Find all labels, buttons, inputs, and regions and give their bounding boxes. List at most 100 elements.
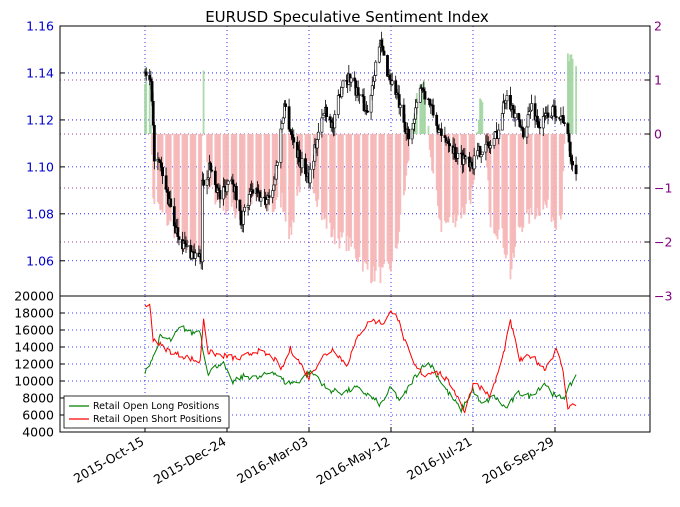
candle-body: [382, 50, 386, 56]
candle-body: [517, 113, 521, 120]
ssi-bar: [522, 134, 525, 228]
ssi-bar: [186, 134, 189, 251]
ssi-bar: [517, 134, 520, 227]
ssi-bar: [238, 134, 241, 220]
ssi-bar: [455, 134, 458, 221]
ssi-bar: [149, 125, 152, 134]
candle-body: [561, 115, 565, 123]
ssi-bar: [281, 134, 283, 193]
ssi-bar: [530, 134, 533, 215]
ssi-bar: [256, 134, 259, 198]
ssi-bar: [233, 134, 235, 212]
ssi-bar: [428, 134, 431, 150]
price-axis: 1.06 1.08 1.10 1.12 1.14 1.16: [26, 19, 65, 268]
ssi-bar: [217, 134, 220, 200]
candle-body: [374, 61, 378, 76]
candle-body: [373, 75, 377, 82]
candle-body: [574, 164, 578, 175]
ssi-bar: [438, 134, 440, 219]
ssi-bar: [181, 134, 184, 252]
legend: Retail Open Long Positions Retail Open S…: [63, 395, 230, 429]
ssi-bar: [397, 134, 399, 244]
ssi-bar: [436, 134, 439, 206]
ssi-bar: [148, 83, 151, 134]
candle-body: [231, 179, 235, 185]
price-tick-label: 1.10: [26, 159, 54, 174]
candle-body: [381, 45, 385, 52]
ssi-bar: [354, 134, 357, 259]
price-tick-label: 1.12: [26, 112, 54, 127]
ssi-bar: [182, 134, 185, 247]
candle-body: [366, 110, 369, 113]
ssi-bar: [506, 134, 508, 255]
candle-body: [273, 178, 277, 186]
ssi-bar: [219, 134, 221, 203]
candle-body: [362, 96, 366, 111]
positions-axis: 4000 6000 8000 10000 12000 14000 16000 18000 200…: [14, 289, 65, 440]
ssi-bar: [197, 134, 200, 252]
ssi-bar: [178, 134, 180, 232]
ssi-bar: [248, 134, 251, 211]
candle-body: [176, 227, 180, 237]
ssi-bar: [503, 134, 506, 255]
legend-label-short: Retail Open Short Positions: [93, 414, 222, 425]
ssi-bar: [383, 134, 385, 265]
ssi-bars: [144, 53, 577, 284]
ssi-bar: [357, 134, 360, 263]
bottom-grid: [60, 295, 650, 433]
ssi-bar: [144, 84, 146, 134]
ssi-bar: [265, 134, 268, 202]
ssi-bar: [379, 134, 382, 284]
ssi-tick-label: −1: [654, 181, 672, 196]
candle-body: [377, 46, 381, 63]
ssi-bar: [282, 134, 285, 213]
ssi-bar: [247, 134, 249, 205]
ssi-bar: [558, 134, 561, 216]
ssi-bar: [495, 134, 498, 237]
candle-body: [275, 162, 279, 166]
ssi-bar: [346, 134, 349, 236]
ssi-bar: [361, 134, 364, 272]
ssi-bar: [510, 134, 513, 270]
candle-body: [152, 124, 156, 162]
ssi-bar: [493, 134, 495, 234]
candle-body: [150, 81, 154, 102]
candle-body: [336, 95, 340, 115]
ssi-bar: [251, 134, 254, 196]
candle-body: [518, 119, 522, 127]
candle-body: [431, 104, 435, 116]
ssi-bar: [543, 134, 546, 202]
candle-body: [554, 116, 558, 118]
ssi-bar: [509, 134, 512, 280]
candle-body: [394, 80, 398, 95]
candle-body: [149, 78, 153, 82]
ssi-bar: [387, 134, 390, 264]
candle-body: [185, 245, 189, 247]
ssi-bar: [554, 134, 556, 229]
candle-body: [403, 122, 407, 133]
ssi-bar: [504, 134, 507, 259]
price-tick-label: 1.06: [26, 253, 54, 268]
ssi-bar: [268, 134, 271, 206]
candle-body: [456, 153, 460, 159]
ssi-tick-label: 1: [654, 73, 662, 88]
candle-body: [201, 179, 204, 263]
candle-body: [470, 161, 474, 167]
candle-body: [239, 210, 243, 226]
ssi-bar: [235, 134, 238, 215]
candle-body: [454, 146, 457, 159]
ssi-bar: [568, 61, 570, 134]
ssi-bar: [378, 134, 381, 267]
candle-body: [435, 114, 439, 126]
ssi-bar: [190, 134, 193, 247]
ssi-bar: [349, 134, 351, 238]
ssi-bar: [207, 134, 210, 180]
ssi-bar: [394, 134, 397, 248]
ssi-bar: [399, 134, 402, 215]
ssi-bar: [390, 134, 392, 272]
ssi-bar: [329, 134, 331, 223]
ssi-bar: [559, 134, 562, 220]
ssi-bar: [538, 134, 541, 217]
ssi-bar: [544, 134, 547, 205]
ssi-bar: [339, 134, 342, 232]
